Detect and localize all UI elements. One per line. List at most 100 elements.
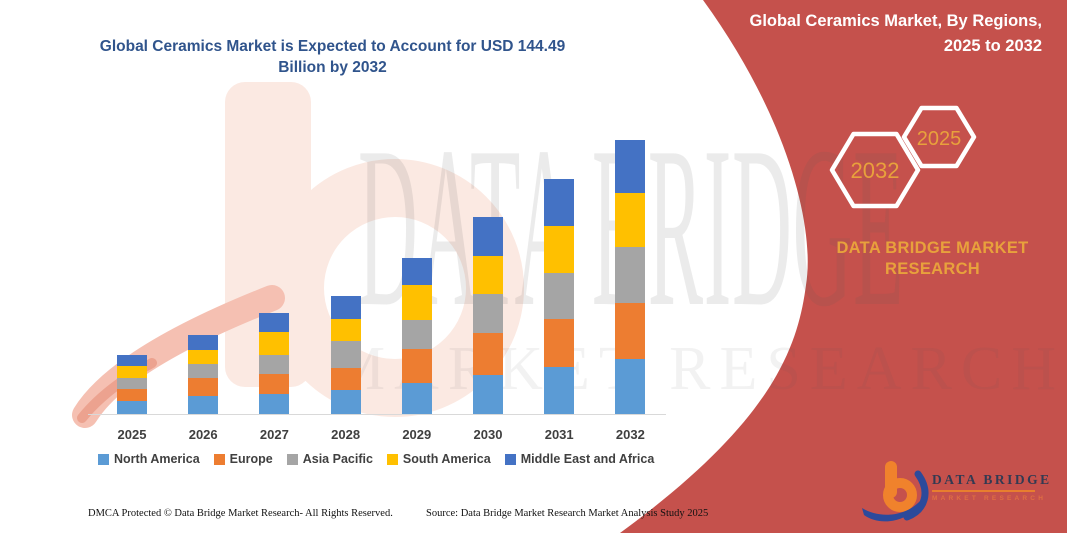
chart-title: Global Ceramics Market is Expected to Ac… — [60, 36, 605, 78]
bar-plot: 2025 2026 2027 2028 2029 2030 2031 2032 — [88, 130, 666, 442]
dbmr-logo — [862, 461, 929, 522]
bar-group-2032: 2032 — [595, 130, 665, 442]
segment-south-america-2029 — [401, 284, 432, 321]
logo-underline — [932, 490, 1035, 492]
x-axis-label-2027: 2027 — [259, 427, 289, 442]
legend-label-europe: Europe — [229, 452, 273, 466]
segment-north-america-2027 — [259, 394, 290, 414]
stacked-bar-2030 — [473, 217, 503, 414]
segment-asia-pacific-2028 — [330, 340, 361, 368]
segment-south-america-2027 — [259, 331, 290, 355]
sidebar-heading-line2: 2025 to 2032 — [943, 37, 1042, 55]
segment-south-america-2026 — [188, 349, 219, 365]
x-axis-label-2031: 2031 — [544, 427, 574, 442]
legend-swatch-south-america — [386, 453, 398, 465]
stacked-bar-2027 — [259, 313, 290, 414]
x-axis-label-2025: 2025 — [117, 427, 147, 442]
segment-europe-2027 — [259, 373, 290, 395]
legend-label-south-america: South America — [402, 452, 491, 466]
segment-middle-east-and-africa-2026 — [188, 334, 219, 350]
footer-dmca-text: DMCA Protected © Data Bridge Market Rese… — [88, 508, 393, 519]
segment-asia-pacific-2030 — [473, 293, 503, 334]
segment-middle-east-and-africa-2031 — [544, 179, 575, 226]
stacked-bar-2025 — [117, 354, 147, 414]
logo-wordmark: DATA BRIDGE — [932, 472, 1052, 487]
segment-north-america-2029 — [401, 382, 432, 414]
segment-asia-pacific-2032 — [615, 247, 646, 303]
watermark-market-research: MARKET RESEARCH — [330, 335, 1065, 403]
hexagon-2025 — [901, 105, 977, 169]
bar-group-2030: 2030 — [453, 130, 523, 442]
year-hexagons: 2032 2025 — [829, 105, 977, 209]
bar-group-2025: 2025 — [97, 130, 167, 442]
segment-middle-east-and-africa-2025 — [117, 354, 147, 366]
hexagon-2025-label: 2025 — [917, 128, 962, 150]
segment-north-america-2026 — [188, 396, 219, 414]
x-axis-label-2032: 2032 — [615, 427, 645, 442]
chart-legend: North America Europe Asia Pacific South Ame… — [98, 452, 658, 466]
chart-title-line2: Billion by 2032 — [278, 59, 387, 76]
legend-swatch-middle-east-and-africa — [504, 453, 516, 465]
x-axis-label-2030: 2030 — [473, 427, 503, 442]
segment-asia-pacific-2031 — [544, 273, 575, 320]
segment-europe-2028 — [330, 367, 361, 391]
segment-south-america-2032 — [615, 192, 646, 248]
stacked-bar-2029 — [401, 258, 432, 414]
segment-north-america-2031 — [544, 366, 575, 414]
segment-asia-pacific-2026 — [188, 364, 219, 379]
sidebar-heading-line1: Global Ceramics Market, By Regions, — [749, 12, 1042, 30]
segment-asia-pacific-2029 — [401, 320, 432, 349]
segment-north-america-2025 — [117, 401, 147, 414]
legend-swatch-europe — [213, 453, 225, 465]
sidebar-brand-text: DATA BRIDGE MARKET RESEARCH — [830, 238, 1035, 280]
chart-title-line1: Global Ceramics Market is Expected to Ac… — [99, 38, 566, 55]
x-axis-line — [88, 413, 666, 415]
stacked-bar-2026 — [188, 334, 219, 414]
segment-europe-2032 — [615, 302, 646, 359]
segment-middle-east-and-africa-2032 — [615, 139, 646, 193]
legend-label-asia-pacific: Asia Pacific — [302, 452, 373, 466]
x-axis-label-2029: 2029 — [402, 427, 432, 442]
segment-north-america-2030 — [473, 375, 503, 414]
legend-item-north-america: North America — [98, 452, 200, 466]
sidebar-brand-line2: RESEARCH — [885, 260, 980, 278]
stacked-bar-2028 — [330, 295, 361, 414]
segment-asia-pacific-2025 — [117, 377, 147, 390]
x-axis-label-2028: 2028 — [331, 427, 361, 442]
segment-asia-pacific-2027 — [259, 354, 290, 374]
segment-north-america-2032 — [615, 358, 646, 414]
bar-group-2026: 2026 — [168, 130, 238, 442]
stacked-bar-2032 — [615, 139, 646, 414]
legend-label-north-america: North America — [114, 452, 200, 466]
legend-label-middle-east-and-africa: Middle East and Africa — [520, 452, 655, 466]
segment-south-america-2028 — [330, 319, 361, 341]
segment-middle-east-and-africa-2028 — [330, 295, 361, 320]
legend-swatch-north-america — [98, 453, 109, 465]
segment-europe-2031 — [544, 319, 575, 367]
segment-south-america-2030 — [473, 255, 503, 294]
legend-item-middle-east-and-africa: Middle East and Africa — [504, 452, 655, 466]
bar-group-2029: 2029 — [382, 130, 452, 442]
stacked-bar-2031 — [544, 179, 575, 414]
bar-group-2027: 2027 — [239, 130, 309, 442]
bar-group-2031: 2031 — [524, 130, 594, 442]
footer-source-text: Source: Data Bridge Market Research Mark… — [426, 508, 709, 519]
segment-middle-east-and-africa-2030 — [473, 217, 503, 256]
legend-item-asia-pacific: Asia Pacific — [286, 452, 373, 466]
legend-item-south-america: South America — [386, 452, 491, 466]
hexagon-2032-label: 2032 — [851, 158, 900, 183]
segment-europe-2030 — [473, 333, 503, 376]
segment-europe-2025 — [117, 389, 147, 402]
hexagon-2032 — [829, 131, 921, 209]
sidebar-heading: Global Ceramics Market, By Regions, 2025… — [712, 9, 1042, 59]
x-axis-label-2026: 2026 — [188, 427, 218, 442]
segment-north-america-2028 — [330, 390, 361, 414]
sidebar-brand-line1: DATA BRIDGE MARKET — [836, 239, 1029, 257]
segment-south-america-2031 — [544, 225, 575, 274]
legend-swatch-asia-pacific — [286, 453, 298, 465]
segment-south-america-2025 — [117, 365, 147, 378]
logo-subtext: MARKET RESEARCH — [932, 495, 1047, 502]
segment-europe-2029 — [401, 348, 432, 383]
